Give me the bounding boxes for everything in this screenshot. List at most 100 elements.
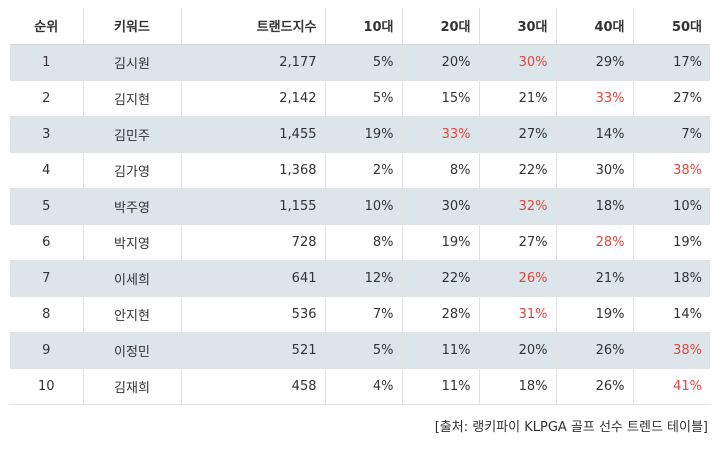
cell-rank: 9: [10, 332, 84, 369]
header-age-10s: 10대: [325, 8, 403, 45]
cell-age-50s: 7%: [633, 116, 710, 153]
cell-keyword: 김가영: [83, 152, 182, 189]
cell-age-30s: 27%: [479, 224, 557, 261]
cell-age-40s: 21%: [556, 260, 634, 297]
cell-age-40s: 18%: [556, 188, 634, 225]
cell-age-50s: 10%: [633, 188, 710, 225]
cell-keyword: 김시원: [83, 44, 182, 81]
cell-trend-index: 1,455: [181, 116, 326, 153]
cell-age-10s: 5%: [325, 80, 403, 117]
table-row: 7 이세희 641 12% 22% 26% 21% 18%: [10, 260, 710, 297]
cell-age-10s: 5%: [325, 44, 403, 81]
header-age-30s: 30대: [479, 8, 557, 45]
cell-age-10s: 4%: [325, 368, 403, 405]
cell-age-20s: 20%: [402, 44, 480, 81]
table-row: 2 김지현 2,142 5% 15% 21% 33% 27%: [10, 80, 710, 117]
cell-age-40s: 14%: [556, 116, 634, 153]
cell-trend-index: 2,142: [181, 80, 326, 117]
cell-rank: 10: [10, 368, 84, 405]
cell-age-30s: 20%: [479, 332, 557, 369]
cell-age-30s: 26%: [479, 260, 557, 297]
cell-age-40s: 19%: [556, 296, 634, 333]
cell-age-40s: 28%: [556, 224, 634, 261]
cell-trend-index: 536: [181, 296, 326, 333]
cell-age-30s: 32%: [479, 188, 557, 225]
cell-trend-index: 1,368: [181, 152, 326, 189]
cell-keyword: 안지현: [83, 296, 182, 333]
table-header-row: 순위 키워드 트랜드지수 10대 20대 30대 40대 50대: [10, 8, 710, 45]
cell-age-10s: 19%: [325, 116, 403, 153]
cell-keyword: 이정민: [83, 332, 182, 369]
header-age-40s: 40대: [556, 8, 634, 45]
header-age-50s: 50대: [633, 8, 710, 45]
cell-age-10s: 10%: [325, 188, 403, 225]
table-row: 3 김민주 1,455 19% 33% 27% 14% 7%: [10, 116, 710, 153]
cell-age-20s: 11%: [402, 368, 480, 405]
cell-age-50s: 27%: [633, 80, 710, 117]
cell-rank: 8: [10, 296, 84, 333]
cell-age-50s: 14%: [633, 296, 710, 333]
cell-age-40s: 26%: [556, 332, 634, 369]
cell-age-20s: 15%: [402, 80, 480, 117]
cell-age-40s: 26%: [556, 368, 634, 405]
cell-age-10s: 8%: [325, 224, 403, 261]
table-row: 9 이정민 521 5% 11% 20% 26% 38%: [10, 332, 710, 369]
header-trend-index: 트랜드지수: [181, 8, 326, 45]
cell-age-20s: 33%: [402, 116, 480, 153]
cell-age-10s: 12%: [325, 260, 403, 297]
cell-age-50s: 38%: [633, 332, 710, 369]
cell-keyword: 박지영: [83, 224, 182, 261]
cell-age-30s: 27%: [479, 116, 557, 153]
table-row: 10 김재희 458 4% 11% 18% 26% 41%: [10, 368, 710, 405]
source-caption: [출처: 랭키파이 KLPGA 골프 선수 트렌드 테이블]: [434, 420, 708, 435]
cell-age-50s: 18%: [633, 260, 710, 297]
table-row: 5 박주영 1,155 10% 30% 32% 18% 10%: [10, 188, 710, 225]
cell-age-30s: 18%: [479, 368, 557, 405]
cell-rank: 6: [10, 224, 84, 261]
table-row: 6 박지영 728 8% 19% 27% 28% 19%: [10, 224, 710, 261]
table-body: 1 김시원 2,177 5% 20% 30% 29% 17% 2 김지현 2,142 5% 15% 21%…: [10, 44, 710, 405]
trend-table-container: 순위 키워드 트랜드지수 10대 20대 30대 40대 50대 1 김시원 2,1…: [10, 8, 710, 405]
cell-keyword: 김지현: [83, 80, 182, 117]
cell-trend-index: 1,155: [181, 188, 326, 225]
trend-table: 순위 키워드 트랜드지수 10대 20대 30대 40대 50대 1 김시원 2,1…: [10, 8, 710, 405]
cell-age-20s: 22%: [402, 260, 480, 297]
table-row: 8 안지현 536 7% 28% 31% 19% 14%: [10, 296, 710, 333]
cell-age-30s: 21%: [479, 80, 557, 117]
cell-rank: 1: [10, 44, 84, 81]
header-keyword: 키워드: [83, 8, 182, 45]
cell-age-50s: 41%: [633, 368, 710, 405]
cell-trend-index: 521: [181, 332, 326, 369]
table-row: 1 김시원 2,177 5% 20% 30% 29% 17%: [10, 44, 710, 81]
cell-age-40s: 33%: [556, 80, 634, 117]
cell-rank: 5: [10, 188, 84, 225]
cell-age-30s: 30%: [479, 44, 557, 81]
cell-rank: 2: [10, 80, 84, 117]
header-rank: 순위: [10, 8, 84, 45]
cell-age-10s: 7%: [325, 296, 403, 333]
cell-keyword: 이세희: [83, 260, 182, 297]
cell-keyword: 박주영: [83, 188, 182, 225]
table-row: 4 김가영 1,368 2% 8% 22% 30% 38%: [10, 152, 710, 189]
cell-age-50s: 38%: [633, 152, 710, 189]
cell-age-20s: 30%: [402, 188, 480, 225]
cell-age-30s: 22%: [479, 152, 557, 189]
cell-age-30s: 31%: [479, 296, 557, 333]
cell-trend-index: 641: [181, 260, 326, 297]
cell-keyword: 김민주: [83, 116, 182, 153]
cell-rank: 3: [10, 116, 84, 153]
cell-age-40s: 30%: [556, 152, 634, 189]
cell-trend-index: 728: [181, 224, 326, 261]
cell-age-20s: 19%: [402, 224, 480, 261]
cell-rank: 4: [10, 152, 84, 189]
cell-trend-index: 458: [181, 368, 326, 405]
header-age-20s: 20대: [402, 8, 480, 45]
cell-age-10s: 5%: [325, 332, 403, 369]
cell-trend-index: 2,177: [181, 44, 326, 81]
cell-age-50s: 19%: [633, 224, 710, 261]
cell-age-50s: 17%: [633, 44, 710, 81]
cell-keyword: 김재희: [83, 368, 182, 405]
cell-age-40s: 29%: [556, 44, 634, 81]
cell-age-20s: 11%: [402, 332, 480, 369]
cell-rank: 7: [10, 260, 84, 297]
